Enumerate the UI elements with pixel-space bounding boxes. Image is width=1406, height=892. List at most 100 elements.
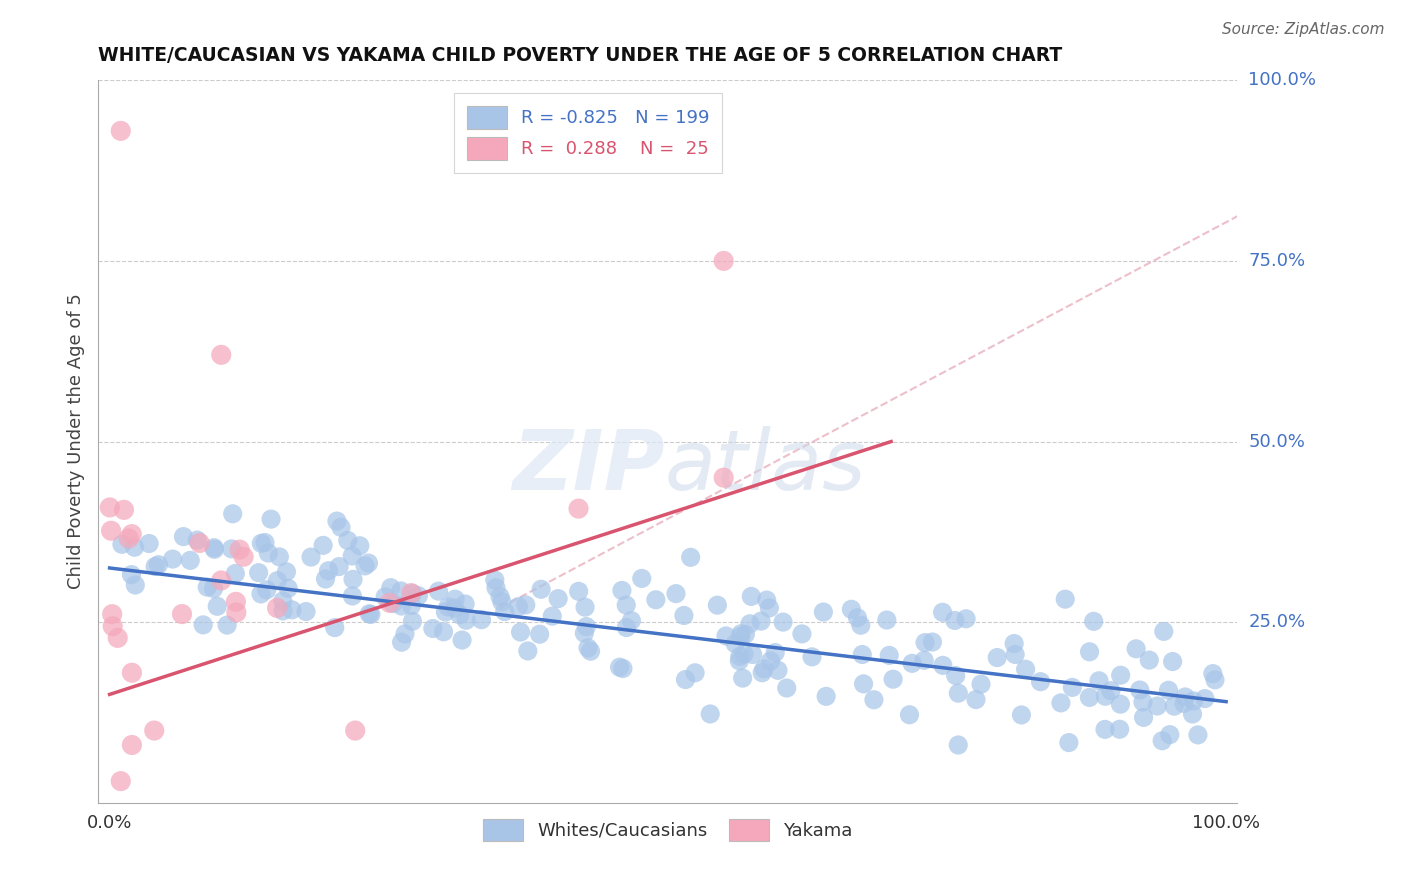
Point <box>378 596 401 610</box>
Point <box>1004 648 1026 662</box>
Point <box>1094 723 1116 737</box>
Point <box>932 658 955 673</box>
Text: WHITE/CAUCASIAN VS YAKAMA CHILD POVERTY UNDER THE AGE OF 5 CORRELATION CHART: WHITE/CAUCASIAN VS YAKAMA CHILD POVERTY … <box>98 45 1063 65</box>
Point <box>1029 674 1052 689</box>
Point <box>454 597 477 611</box>
Point <box>730 627 752 641</box>
Point <box>851 648 873 662</box>
Point <box>1099 683 1122 698</box>
Point <box>271 594 294 608</box>
Point <box>408 589 430 603</box>
Point <box>1109 668 1132 682</box>
Point <box>986 650 1008 665</box>
Point <box>752 662 775 676</box>
Point <box>124 541 146 555</box>
Point <box>898 707 921 722</box>
Point <box>530 582 553 597</box>
Point <box>714 629 737 643</box>
Point <box>444 592 467 607</box>
Point <box>1054 592 1077 607</box>
Point <box>271 604 294 618</box>
Point <box>882 672 904 686</box>
Point <box>253 535 276 549</box>
Point <box>202 541 225 555</box>
Point <box>121 665 143 680</box>
Point <box>644 592 666 607</box>
Point <box>217 618 239 632</box>
Point <box>1181 706 1204 721</box>
Point <box>948 686 970 700</box>
Point <box>772 615 794 629</box>
Point <box>609 660 631 674</box>
Point <box>790 627 813 641</box>
Point <box>401 586 423 600</box>
Point <box>509 625 531 640</box>
Point <box>515 598 537 612</box>
Point <box>1157 683 1180 698</box>
Point <box>401 615 423 629</box>
Point <box>713 253 735 268</box>
Point <box>342 572 364 586</box>
Point <box>470 613 492 627</box>
Point <box>728 649 751 664</box>
Point <box>1137 653 1160 667</box>
Point <box>434 605 457 619</box>
Point <box>541 609 564 624</box>
Point <box>728 654 751 668</box>
Point <box>186 533 208 547</box>
Point <box>195 580 218 594</box>
Point <box>204 542 226 557</box>
Point <box>380 581 402 595</box>
Text: 25.0%: 25.0% <box>1249 613 1306 632</box>
Point <box>801 649 824 664</box>
Point <box>121 738 143 752</box>
Point <box>374 590 396 604</box>
Legend: Whites/Caucasians, Yakama: Whites/Caucasians, Yakama <box>475 812 860 848</box>
Point <box>401 599 423 613</box>
Point <box>1125 641 1147 656</box>
Point <box>1204 673 1226 687</box>
Point <box>344 723 367 738</box>
Point <box>877 648 900 663</box>
Point <box>256 582 278 597</box>
Point <box>612 661 634 675</box>
Point <box>224 566 246 581</box>
Point <box>1014 662 1036 676</box>
Point <box>1187 728 1209 742</box>
Point <box>1161 655 1184 669</box>
Point <box>222 507 245 521</box>
Point <box>1057 735 1080 749</box>
Point <box>489 590 512 604</box>
Point <box>741 648 763 662</box>
Point <box>209 348 232 362</box>
Point <box>299 550 322 565</box>
Point <box>914 635 936 649</box>
Point <box>100 524 122 538</box>
Point <box>110 774 132 789</box>
Point <box>101 607 124 622</box>
Point <box>763 646 786 660</box>
Point <box>547 591 569 606</box>
Point <box>610 583 633 598</box>
Point <box>484 573 506 587</box>
Point <box>1083 615 1105 629</box>
Point <box>574 600 596 615</box>
Point <box>336 533 359 548</box>
Point <box>759 654 782 668</box>
Point <box>451 633 474 648</box>
Point <box>118 532 141 546</box>
Point <box>1163 699 1185 714</box>
Point <box>354 558 377 573</box>
Point <box>1173 697 1195 711</box>
Point <box>620 614 643 628</box>
Point <box>852 677 875 691</box>
Point <box>228 542 250 557</box>
Point <box>266 601 288 615</box>
Point <box>269 549 291 564</box>
Point <box>1194 691 1216 706</box>
Point <box>1129 683 1152 698</box>
Point <box>121 567 143 582</box>
Point <box>567 501 589 516</box>
Point <box>529 627 551 641</box>
Point <box>328 559 350 574</box>
